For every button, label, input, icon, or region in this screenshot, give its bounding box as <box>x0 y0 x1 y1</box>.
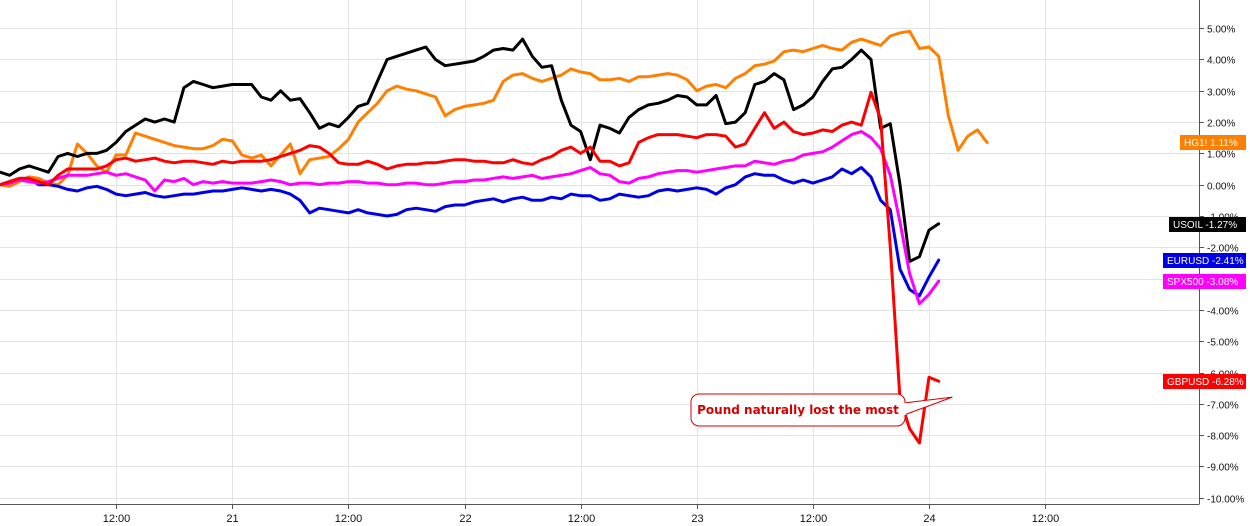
x-tick-label: 22 <box>459 513 471 525</box>
badge-label: HG1! 1.11% <box>1184 138 1238 149</box>
badge-spx500: SPX500 -3.08% <box>1163 274 1246 289</box>
annotations: Pound naturally lost the most <box>690 393 953 427</box>
x-tick-label: 12:00 <box>1032 513 1060 525</box>
badge-background <box>1163 274 1246 289</box>
badge-background <box>1163 374 1246 389</box>
annotation-callout: Pound naturally lost the most <box>690 393 953 427</box>
y-tick-label: 1.00% <box>1207 150 1235 161</box>
y-tick-label: -4.00% <box>1207 307 1239 318</box>
badge-eurusd: EURUSD -2.41% <box>1163 253 1246 268</box>
y-tick-label: -7.00% <box>1207 401 1239 412</box>
series-line-spx500 <box>0 130 941 306</box>
x-tick-label: 24 <box>923 513 935 525</box>
grid <box>0 0 1200 504</box>
badge-label: EURUSD -2.41% <box>1167 256 1244 267</box>
y-tick-label: 5.00% <box>1207 25 1235 36</box>
x-tick-label: 21 <box>226 513 238 525</box>
badge-gbpusd: GBPUSD -6.28% <box>1163 374 1246 389</box>
y-tick-label: 3.00% <box>1207 88 1235 99</box>
x-tick-label: 12:00 <box>800 513 828 525</box>
x-tick-label: 12:00 <box>335 513 363 525</box>
badge-label: USOIL -1.27% <box>1173 220 1237 231</box>
badge-background <box>1169 217 1246 232</box>
series-line-usoil <box>0 37 941 263</box>
series-line-eurusd <box>0 166 941 298</box>
y-tick-label: -9.00% <box>1207 463 1239 474</box>
series-line-hg1- <box>0 29 989 188</box>
x-tick-label: 12:00 <box>568 513 596 525</box>
x-tick-label: 12:00 <box>103 513 131 525</box>
y-tick-label: 2.00% <box>1207 119 1235 130</box>
y-tick-label: 4.00% <box>1207 56 1235 67</box>
y-tick-label: 0.00% <box>1207 182 1235 193</box>
last-value-badges: HG1! 1.11% USOIL -1.27% EURUSD -2.41% SPX50… <box>1163 135 1246 389</box>
y-tick-label: -5.00% <box>1207 338 1239 349</box>
x-tick-label: 23 <box>691 513 703 525</box>
series-lines <box>0 29 989 445</box>
y-tick-label: -2.00% <box>1207 244 1239 255</box>
series-line-gbpusd <box>0 90 941 445</box>
badge-label: GBPUSD -6.28% <box>1167 377 1244 388</box>
annotation-joint <box>901 403 906 415</box>
y-tick-label: -10.00% <box>1207 495 1244 506</box>
badge-label: SPX500 -3.08% <box>1167 277 1238 288</box>
x-axis-ticks: 12:00 21 12:00 22 12:00 23 12:00 24 12:00 <box>103 504 1060 525</box>
annotation-pointer <box>903 396 953 416</box>
annotation-text: Pound naturally lost the most <box>697 403 899 417</box>
y-tick-label: -8.00% <box>1207 432 1239 443</box>
axes <box>0 0 1200 505</box>
badge-background <box>1163 253 1246 268</box>
badge-usoil: USOIL -1.27% <box>1169 217 1246 232</box>
badge-background <box>1180 135 1246 150</box>
badge-hg1-: HG1! 1.11% <box>1180 135 1246 150</box>
